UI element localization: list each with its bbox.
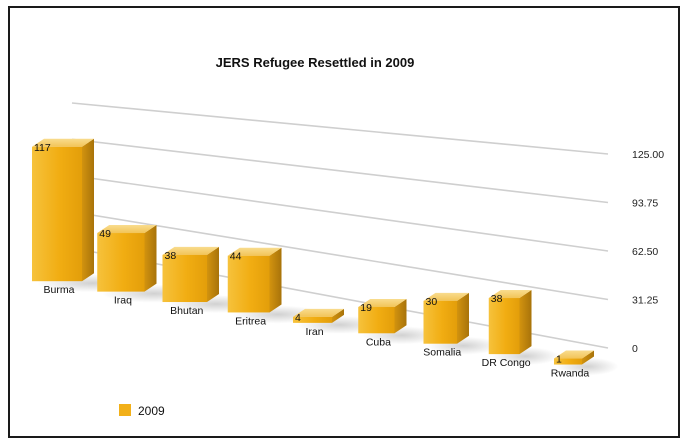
bar-side	[144, 225, 157, 292]
bar-front	[97, 233, 145, 292]
bar-side	[207, 246, 219, 303]
bar-cuba	[358, 299, 407, 334]
bar-top	[554, 350, 594, 359]
bar-side	[332, 308, 344, 323]
y-tick-label: 93.75	[632, 198, 658, 210]
bar-side	[394, 299, 407, 334]
y-tick-label: 125.00	[632, 149, 664, 161]
category-label: Rwanda	[551, 368, 590, 380]
bar-front	[293, 316, 332, 323]
value-label: 38	[491, 293, 503, 305]
legend-label: 2009	[138, 404, 165, 418]
category-label: Cuba	[366, 336, 391, 348]
bar-side	[519, 290, 532, 355]
bar-rwanda	[554, 350, 594, 365]
bar-top	[293, 308, 344, 317]
bar-top	[227, 247, 282, 256]
gridline	[71, 138, 609, 204]
value-label: 1	[556, 354, 562, 366]
legend: 2009	[119, 404, 165, 418]
bar-top	[358, 299, 407, 308]
bars-layer	[32, 138, 594, 365]
bar-front	[358, 307, 395, 334]
y-tick-label: 0	[632, 343, 638, 355]
bar-front	[162, 254, 207, 303]
gridline	[71, 210, 609, 301]
category-label: Burma	[44, 284, 75, 296]
category-label: Eritrea	[235, 315, 266, 327]
bar-front	[554, 358, 582, 365]
bar-front	[32, 146, 82, 282]
bar-side	[582, 350, 594, 365]
bar-chart: JERS Refugee Resettled in 2009 0 31.25 62.…	[32, 55, 664, 418]
value-label: 117	[34, 142, 51, 154]
bar-top	[97, 225, 157, 234]
bar-burma	[32, 138, 94, 282]
bar-top	[32, 138, 94, 147]
y-tick-label: 62.50	[632, 246, 658, 258]
y-tick-label: 31.25	[632, 295, 658, 307]
bar-dr-congo	[488, 290, 532, 355]
value-label: 49	[99, 228, 111, 240]
bar-side	[457, 292, 469, 344]
bar-front	[488, 298, 520, 355]
chart-title: JERS Refugee Resettled in 2009	[216, 55, 415, 70]
category-label: Somalia	[423, 347, 461, 359]
labels-layer: 117 Burma 49 Iraq 38 Bhutan 44 Eritrea 4 Iran 19 Cu…	[34, 142, 589, 380]
category-label: Iraq	[114, 295, 132, 307]
bar-top	[162, 246, 219, 255]
value-label: 19	[360, 302, 372, 314]
gridline	[71, 174, 609, 252]
bar-somalia	[423, 292, 469, 344]
gridline	[71, 102, 609, 155]
category-label: Iran	[305, 326, 323, 338]
bar-front	[227, 255, 270, 313]
bar-top	[488, 290, 532, 299]
category-label: DR Congo	[482, 357, 531, 369]
bar-bhutan	[162, 246, 219, 303]
legend-swatch	[119, 404, 131, 416]
value-label: 44	[230, 251, 242, 263]
bar-iraq	[97, 225, 157, 292]
bar-front	[423, 300, 457, 344]
value-label: 30	[426, 296, 438, 308]
value-label: 38	[165, 250, 177, 262]
bar-side	[82, 138, 94, 282]
chart-frame: JERS Refugee Resettled in 2009 0 31.25 62.…	[8, 6, 680, 438]
bar-top	[423, 292, 469, 301]
bar-eritrea	[227, 247, 282, 313]
category-label: Bhutan	[170, 305, 203, 317]
bar-side	[269, 247, 282, 313]
bar-iran	[293, 308, 344, 323]
value-label: 4	[295, 312, 301, 324]
